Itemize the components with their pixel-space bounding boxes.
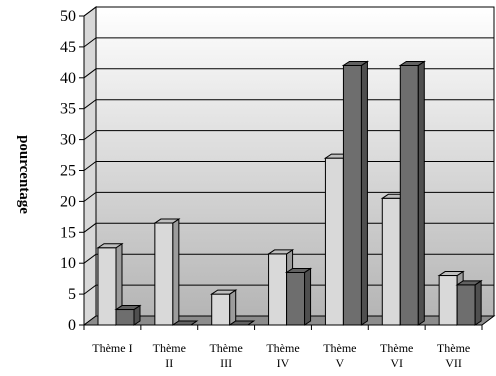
y-axis-title: pourcentage [16, 135, 32, 214]
bar [398, 60, 426, 326]
bar-top [266, 249, 295, 255]
gridline [83, 6, 494, 17]
y-tick-label: 0 [68, 317, 76, 334]
y-tick-label: 40 [60, 70, 76, 87]
bar [114, 304, 142, 326]
y-tick-label: 25 [60, 163, 76, 180]
bar-top [437, 271, 465, 277]
bar-side [360, 60, 368, 326]
bar-top [96, 243, 124, 249]
bar-top [228, 320, 256, 326]
x-category-label-line: Thème [153, 341, 186, 355]
y-tick-label: 35 [60, 101, 76, 118]
bar-top [171, 320, 199, 326]
bar-front [381, 197, 401, 326]
bar-top [398, 60, 426, 66]
bar-front [438, 275, 458, 326]
y-tick-label: 50 [60, 8, 76, 25]
x-category-label-line: Thème [437, 341, 470, 355]
bar-side [229, 289, 237, 326]
bar-top [114, 305, 142, 311]
x-category-label-line: VI [390, 356, 403, 370]
x-category-label-line: II [165, 356, 173, 370]
y-tick-label: 15 [60, 224, 76, 241]
x-category-label-line: III [220, 356, 232, 370]
x-category-label: Thème VII [437, 341, 470, 370]
bar-front [115, 309, 135, 326]
bar [171, 320, 199, 326]
x-category-label: Thème I [92, 341, 132, 355]
y-tick-label: 30 [60, 132, 76, 149]
bar-front [342, 64, 362, 326]
bar-top [153, 218, 181, 224]
bar-front [154, 222, 174, 326]
x-category-label: Thème II [153, 341, 186, 370]
x-category-label: Thème VI [380, 341, 413, 370]
bar [284, 267, 313, 326]
bar [153, 218, 181, 326]
bar [228, 320, 256, 326]
bar [96, 242, 124, 326]
bar [266, 248, 295, 326]
x-category-label-line: Thème [380, 341, 413, 355]
bar-front [97, 247, 117, 326]
y-tick-label: 45 [60, 39, 76, 56]
x-category-label-line: Thème [266, 341, 299, 355]
x-category-label: Thème III [209, 341, 242, 370]
bar-top [210, 289, 238, 295]
x-category-label-line: IV [277, 356, 290, 370]
bar-top [341, 60, 370, 66]
bar [455, 279, 483, 326]
bar-front [211, 293, 231, 326]
x-category-label: Thème IV [266, 341, 299, 370]
x-category-label-line: Thème [209, 341, 242, 355]
x-category-label: Thème V [323, 341, 356, 370]
x-category-label-line: V [336, 356, 345, 370]
y-tick-label: 10 [60, 255, 76, 272]
bar [210, 289, 238, 326]
bar-front [268, 253, 288, 326]
x-category-label-line: Thème I [92, 341, 132, 355]
bar-top [455, 280, 483, 286]
x-category-label-line: VII [445, 356, 462, 370]
bar-front [324, 157, 344, 326]
bar-side [172, 218, 180, 326]
bar-front [456, 284, 476, 326]
bar-side [304, 267, 312, 326]
x-category-label-line: Thème [323, 341, 356, 355]
gridline [83, 37, 494, 48]
bar-side [417, 60, 425, 326]
bar-front [399, 64, 419, 326]
bar-side [474, 279, 482, 326]
bar-top [284, 267, 313, 273]
y-tick-label: 20 [60, 193, 76, 210]
bar-front [286, 271, 306, 326]
y-tick-label: 5 [68, 286, 76, 303]
bar [341, 60, 370, 326]
